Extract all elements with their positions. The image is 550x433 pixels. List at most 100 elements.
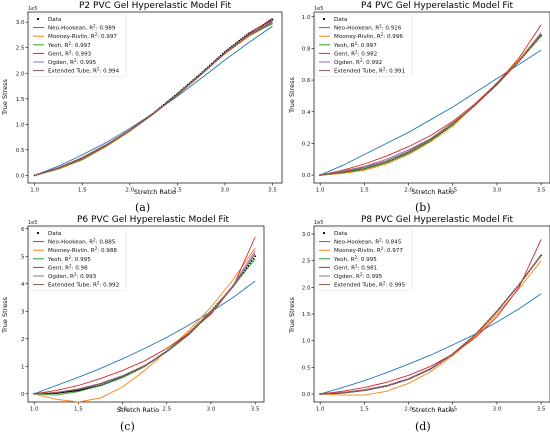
- x-tick-label: 2.5: [162, 407, 171, 413]
- r2-value: 0.885: [99, 240, 115, 246]
- series-name: Mooney-Rivlin: [334, 248, 374, 254]
- data-point: [74, 389, 77, 392]
- r2-superscript: 2: [93, 237, 96, 242]
- r2-separator: :: [385, 69, 389, 75]
- legend-label: Extended Tube, R2: 0.991: [334, 66, 406, 75]
- r2-label: , R: [348, 265, 356, 271]
- r2-superscript: 2: [355, 263, 358, 268]
- r2-label: , R: [61, 43, 69, 49]
- r2-superscript: 2: [379, 237, 382, 242]
- r2-label: , R: [87, 34, 95, 40]
- legend-label: Ogden, R2: 0.992: [334, 58, 382, 67]
- r2-value: 0.992: [366, 60, 382, 66]
- legend-label: Yeoh, R2: 0.995: [333, 254, 377, 263]
- r2-separator: :: [358, 265, 362, 271]
- x-axis-label: Stretch Ratio: [134, 188, 176, 196]
- x-axis-label: Stretch Ratio: [412, 406, 454, 414]
- r2-value: 0.982: [361, 51, 377, 57]
- r2-label: , R: [67, 274, 75, 280]
- r2-label: , R: [348, 51, 356, 57]
- y-tick-label: 0.8: [302, 46, 311, 52]
- panel-label: (d): [415, 420, 431, 433]
- r2-separator: :: [382, 26, 386, 32]
- x-tick-label: 1.0: [316, 407, 325, 413]
- panel-label: (a): [135, 201, 150, 214]
- data-point: [250, 260, 253, 262]
- r2-separator: :: [71, 43, 75, 49]
- y-tick-label: 0.0: [302, 392, 311, 398]
- legend-label: Yeoh, R2: 0.995: [47, 254, 91, 263]
- r2-value: 0.981: [361, 265, 377, 271]
- y-tick-label: 3.0: [302, 232, 311, 238]
- series-name: Gent: [48, 51, 62, 57]
- series-name: Ogden: [48, 274, 67, 280]
- r2-value: 0.997: [75, 43, 91, 49]
- data-point: [76, 389, 78, 392]
- y-axis-label: True Stress: [1, 78, 9, 115]
- x-tick-label: 3.5: [268, 188, 277, 194]
- r2-label: , R: [89, 69, 97, 75]
- legend-box: [29, 227, 127, 291]
- series-line: [34, 247, 256, 403]
- y-tick-label: 4: [21, 282, 25, 288]
- r2-label: , R: [62, 265, 70, 271]
- legend-marker: [322, 231, 326, 235]
- r2-value: 0.995: [389, 283, 405, 289]
- r2-value: 0.997: [101, 34, 117, 40]
- series-name: Extended Tube: [334, 283, 376, 289]
- panel-label: (c): [120, 420, 135, 433]
- series-line: [320, 35, 542, 176]
- series-name: Neo-Hookean: [48, 240, 86, 246]
- y-tick-label: 1.5: [16, 97, 25, 103]
- series-name: Ogden: [334, 274, 353, 280]
- data-point: [77, 389, 80, 392]
- plot-area: 1.0 1.5 2.0 2.5 3.0 3.5 0.0 0.5 1.0 1.5 2.0 2.5 3.0 1…: [16, 6, 283, 194]
- x-tick-label: 2.0: [125, 188, 134, 194]
- r2-label: , R: [61, 257, 69, 263]
- legend-label: Mooney-Rivlin, R2: 0.977: [334, 246, 403, 255]
- legend-label: Mooney-Rivlin, R2: 0.996: [334, 32, 403, 41]
- r2-value: 0.989: [99, 26, 115, 32]
- y-multiplier: 1e5: [28, 220, 37, 226]
- panel-label: (b): [415, 201, 431, 214]
- series-name: Extended Tube: [48, 69, 90, 75]
- x-tick-label: 1.5: [360, 407, 369, 413]
- x-axis-label: Stretch Ratio: [117, 406, 159, 414]
- r2-separator: :: [363, 274, 367, 280]
- r2-superscript: 2: [95, 32, 98, 37]
- r2-superscript: 2: [355, 254, 358, 259]
- legend-label: Ogden, R2: 0.995: [48, 58, 97, 67]
- legend-label: Neo-Hookean, R2: 0.989: [48, 23, 116, 32]
- x-tick-label: 1.0: [316, 188, 325, 194]
- x-tick-label: 3.5: [537, 407, 546, 413]
- r2-value: 0.977: [387, 248, 403, 254]
- r2-label: , R: [86, 240, 94, 246]
- legend-label: Mooney-Rivlin, R2: 0.988: [48, 246, 117, 255]
- legend-label: Data: [48, 231, 61, 237]
- panel-title: P6 PVC Gel Hyperelastic Model Fit: [77, 215, 229, 225]
- r2-label: , R: [347, 257, 355, 263]
- legend-marker: [36, 17, 40, 21]
- r2-separator: :: [385, 283, 389, 289]
- r2-separator: :: [383, 34, 387, 40]
- series-line: [34, 253, 256, 395]
- r2-separator: :: [99, 69, 103, 75]
- legend-label: Data: [334, 231, 347, 237]
- legend-label: Mooney-Rivlin, R2: 0.997: [48, 32, 117, 41]
- r2-label: , R: [87, 248, 95, 254]
- legend-label: Gent, R2: 0.993: [48, 49, 92, 58]
- plot-area: 1.0 1.5 2.0 2.5 3.0 3.501234561e5DataNeo-Hook…: [21, 220, 265, 413]
- y-multiplier: 1e5: [314, 6, 323, 12]
- r2-superscript: 2: [379, 23, 382, 28]
- y-tick-label: 1: [21, 364, 25, 370]
- r2-separator: :: [96, 26, 100, 32]
- x-tick-label: 2.5: [448, 407, 457, 413]
- legend-box: [315, 227, 413, 291]
- x-tick-label: 2.0: [404, 188, 413, 194]
- r2-superscript: 2: [381, 32, 384, 37]
- r2-label: , R: [67, 60, 75, 66]
- r2-superscript: 2: [360, 58, 363, 63]
- legend-marker: [322, 17, 326, 21]
